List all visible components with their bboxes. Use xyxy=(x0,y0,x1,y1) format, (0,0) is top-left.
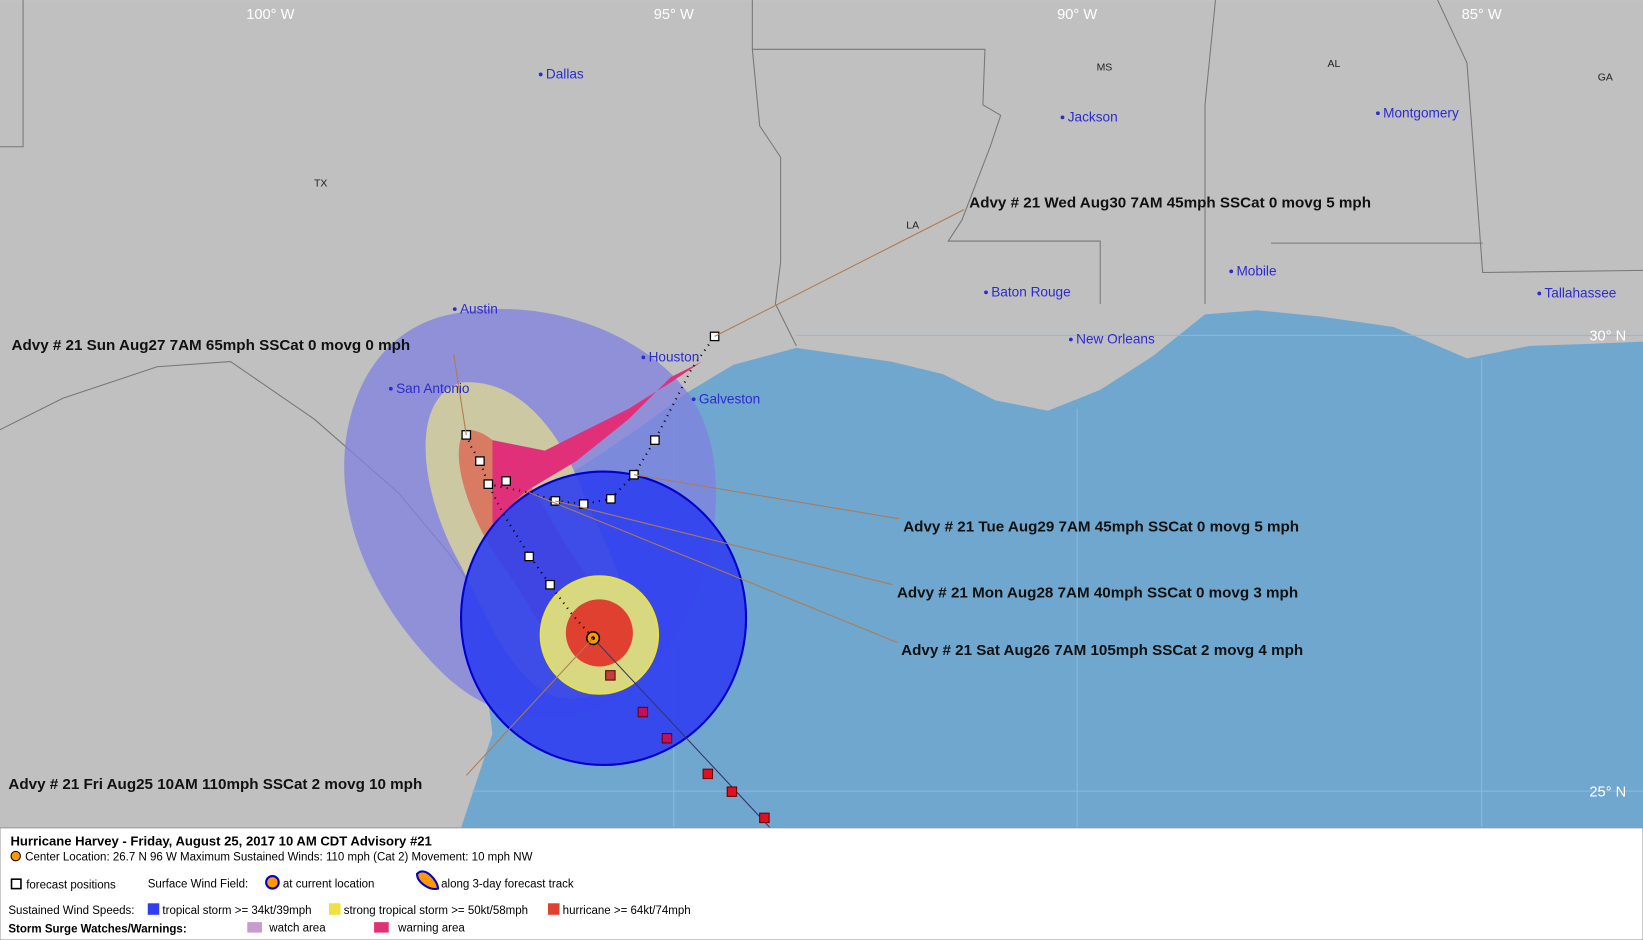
city-dot xyxy=(538,72,543,77)
city-label: Tallahassee xyxy=(1545,286,1617,301)
border xyxy=(751,0,1101,304)
legend-center-info: Center Location: 26.7 N 96 W Maximum Sus… xyxy=(25,851,532,863)
city-dot xyxy=(691,397,696,402)
past-position xyxy=(702,768,714,780)
legend-along-track: along 3-day forecast track xyxy=(441,879,574,891)
forecast-position xyxy=(545,579,555,590)
legend-watch-area: watch area xyxy=(268,923,326,935)
legend-sustained-wind-speeds: Sustained Wind Speeds: xyxy=(8,905,134,917)
surge-warning xyxy=(492,361,703,524)
legend-forecast-icon xyxy=(10,878,22,890)
state-label: MS xyxy=(1097,62,1113,73)
forecast-position xyxy=(483,479,494,489)
advisory-label: Advy # 21 Fri Aug25 10AM 110mph SSCat 2 … xyxy=(8,776,422,793)
legend-wind-current-icon xyxy=(265,874,280,890)
past-position xyxy=(759,812,770,824)
legend-tropical-storm: tropical storm >= 34kt/39mph xyxy=(162,905,311,917)
legend-strong-tropical-storm: strong tropical storm >= 50kt/58mph xyxy=(344,905,528,917)
city-dot xyxy=(1068,337,1073,342)
past-track xyxy=(592,637,771,829)
legend-warning-area: warning area xyxy=(397,923,465,935)
state-label: GA xyxy=(1598,73,1613,84)
longitude-label: 100° W xyxy=(246,7,294,23)
advisory-label: Advy # 21 Mon Aug28 7AM 40mph SSCat 0 mo… xyxy=(897,584,1298,601)
legend-forecast-positions: forecast positions xyxy=(26,880,116,892)
past-position xyxy=(661,733,673,744)
city-label: Mobile xyxy=(1236,264,1276,279)
state-label: TX xyxy=(314,179,327,190)
border xyxy=(0,0,24,148)
state-borders xyxy=(0,0,1643,588)
longitude-label: 95° W xyxy=(654,7,694,23)
gulf-of-mexico xyxy=(461,310,1643,828)
state-label: LA xyxy=(906,220,919,231)
forecast-position xyxy=(524,551,534,562)
legend-at-current-location: at current location xyxy=(283,879,375,891)
legend-title: Hurricane Harvey - Friday, August 25, 20… xyxy=(10,834,431,849)
city-dot xyxy=(1537,291,1542,296)
border xyxy=(751,49,797,347)
legend-hurricane-swatch xyxy=(548,903,560,915)
city-label: Galveston xyxy=(699,391,760,406)
leader xyxy=(555,500,893,586)
city-dot xyxy=(1376,111,1380,116)
state-label: AL xyxy=(1327,59,1340,70)
latitude-label: 25° N xyxy=(1589,784,1626,800)
city-label: Dallas xyxy=(546,67,584,82)
city-label: Houston xyxy=(649,350,700,365)
legend-watch-swatch xyxy=(247,922,262,933)
legend-warning-swatch xyxy=(374,922,389,933)
past-position xyxy=(726,786,738,797)
leader xyxy=(453,354,467,435)
advisory-label: Advy # 21 Sat Aug26 7AM 105mph SSCat 2 m… xyxy=(901,642,1303,659)
graticule xyxy=(471,334,1643,828)
forecast-track xyxy=(488,335,716,506)
city-dot xyxy=(1060,115,1065,120)
legend-ts-swatch xyxy=(147,903,160,915)
leader xyxy=(465,637,594,776)
legend-center-icon xyxy=(10,850,21,862)
past-position xyxy=(637,706,649,718)
advisory-label: Advy # 21 Tue Aug29 7AM 45mph SSCat 0 mo… xyxy=(903,518,1299,535)
city-dot xyxy=(1229,269,1234,274)
past-position xyxy=(605,670,616,681)
forecast-position xyxy=(650,435,660,445)
legend-surface-wind-field: Surface Wind Field: xyxy=(148,879,248,891)
city-label: Jackson xyxy=(1068,110,1118,125)
city-label: New Orleans xyxy=(1076,332,1155,347)
advisory-label: Advy # 21 Wed Aug30 7AM 45mph SSCat 0 mo… xyxy=(969,195,1371,212)
city-label: San Antonio xyxy=(396,381,469,396)
city-dot xyxy=(452,307,457,312)
legend-hurricane: hurricane >= 64kt/74mph xyxy=(563,905,691,917)
longitude-label: 85° W xyxy=(1462,7,1502,23)
city-label: Baton Rouge xyxy=(991,285,1070,300)
legend-strong-ts-swatch xyxy=(329,903,341,915)
forecast-position xyxy=(606,493,616,504)
forecast-track xyxy=(465,434,594,639)
leader xyxy=(528,492,898,643)
forecast-position xyxy=(501,476,511,486)
city-dot xyxy=(641,355,646,360)
border xyxy=(1204,0,1217,304)
annotation-leaders xyxy=(453,209,965,776)
legend-storm-surge: Storm Surge Watches/Warnings: xyxy=(8,924,186,936)
past-positions xyxy=(605,670,770,824)
leader xyxy=(714,209,965,337)
city-label: Austin xyxy=(460,301,498,316)
city-dot xyxy=(388,386,393,391)
advisory-label: Advy # 21 Sun Aug27 7AM 65mph SSCat 0 mo… xyxy=(12,337,411,354)
leader xyxy=(633,474,900,520)
border xyxy=(1437,0,1643,274)
latitude-label: 30° N xyxy=(1589,329,1626,345)
city-label: Montgomery xyxy=(1383,105,1459,120)
longitude-label: 90° W xyxy=(1057,7,1097,23)
forecast-position xyxy=(475,456,485,466)
city-dot xyxy=(984,290,988,295)
legend-wind-track-icon xyxy=(415,870,440,890)
